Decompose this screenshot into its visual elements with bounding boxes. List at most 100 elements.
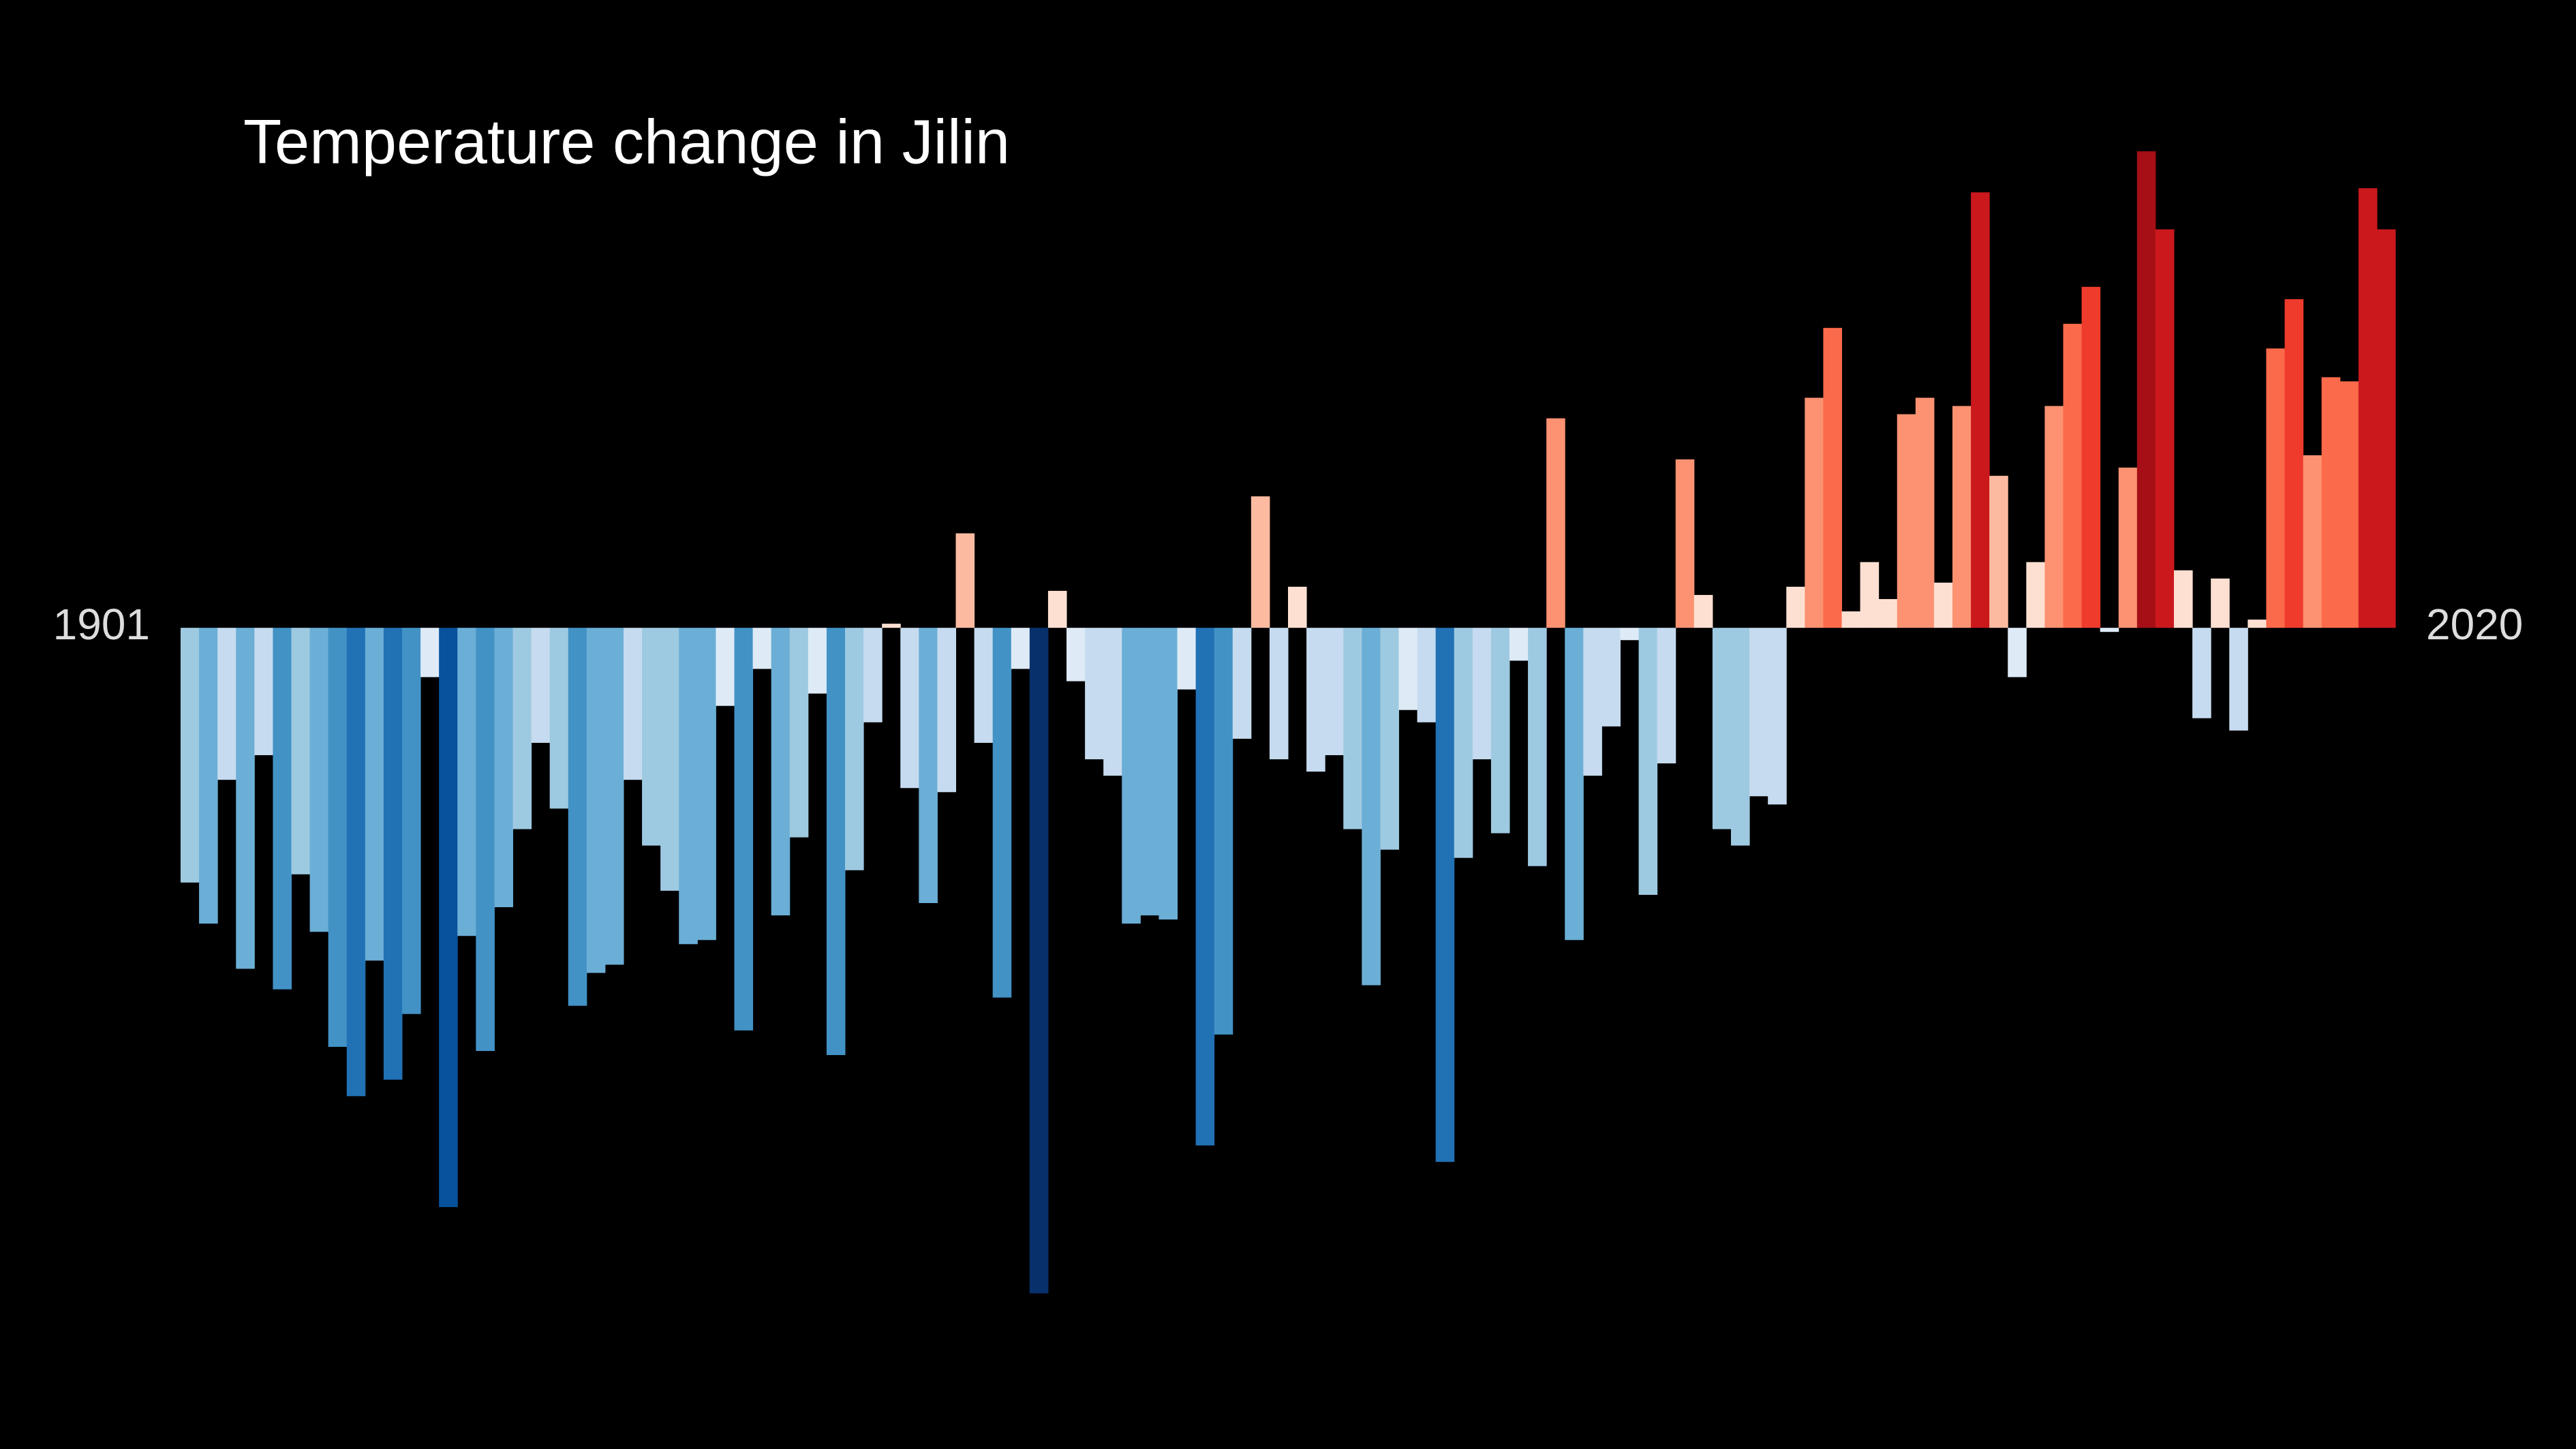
bar bbox=[1841, 611, 1861, 628]
bar bbox=[273, 628, 292, 990]
bar bbox=[1435, 628, 1455, 1162]
bar bbox=[383, 628, 403, 1080]
bar bbox=[1122, 628, 1141, 924]
bar bbox=[2321, 377, 2341, 628]
bar bbox=[2026, 562, 2045, 628]
bar bbox=[1675, 459, 1695, 628]
bar bbox=[716, 628, 735, 706]
x-tick-label: 2020 bbox=[2426, 600, 2523, 649]
bar bbox=[309, 628, 329, 932]
bar bbox=[2063, 324, 2083, 628]
bar bbox=[845, 628, 864, 870]
bar bbox=[1269, 628, 1289, 760]
bar bbox=[1251, 496, 1270, 628]
bar bbox=[1472, 628, 1492, 760]
bar bbox=[1380, 628, 1399, 850]
bar bbox=[2376, 229, 2396, 628]
bar bbox=[457, 628, 476, 936]
bar bbox=[1343, 628, 1362, 829]
bar bbox=[1011, 628, 1030, 669]
bar bbox=[1860, 562, 1880, 628]
bar bbox=[937, 628, 956, 793]
bar bbox=[512, 628, 532, 829]
bar bbox=[1693, 594, 1713, 628]
bar bbox=[919, 628, 938, 904]
bar bbox=[1528, 628, 1547, 866]
bar bbox=[1971, 192, 1990, 628]
bar bbox=[476, 628, 495, 1052]
bar bbox=[1933, 582, 1953, 628]
bar bbox=[1620, 628, 1640, 641]
bar bbox=[882, 624, 901, 628]
bar bbox=[1398, 628, 1418, 710]
bar bbox=[1823, 328, 1842, 628]
bar bbox=[2303, 455, 2322, 628]
bar bbox=[2136, 151, 2156, 628]
bar bbox=[199, 628, 218, 924]
bar bbox=[420, 628, 440, 677]
bar bbox=[1177, 628, 1197, 690]
bar bbox=[974, 628, 994, 743]
bar bbox=[624, 628, 643, 780]
bar bbox=[439, 628, 458, 1208]
x-tick-label: 1901 bbox=[53, 600, 150, 649]
bar bbox=[863, 628, 883, 722]
bar bbox=[808, 628, 827, 694]
bar bbox=[2008, 628, 2027, 677]
bar bbox=[1546, 418, 1565, 628]
bar bbox=[1638, 628, 1658, 895]
bar bbox=[568, 628, 587, 1006]
bar bbox=[494, 628, 513, 908]
bar bbox=[2211, 578, 2230, 628]
bar bbox=[1657, 628, 1676, 764]
bar bbox=[1805, 397, 1824, 628]
bar bbox=[2229, 628, 2248, 731]
bar bbox=[328, 628, 348, 1047]
bar bbox=[1103, 628, 1122, 776]
bar bbox=[1878, 598, 1898, 628]
bar bbox=[254, 628, 273, 756]
bar bbox=[2174, 570, 2193, 628]
bar bbox=[2340, 381, 2359, 628]
bar bbox=[1454, 628, 1473, 858]
bar bbox=[1768, 628, 1787, 805]
bar bbox=[955, 533, 975, 628]
bar bbox=[789, 628, 809, 838]
bar bbox=[1085, 628, 1104, 760]
bar bbox=[1731, 628, 1750, 846]
bar bbox=[1749, 628, 1768, 797]
bar bbox=[2358, 188, 2378, 628]
bar bbox=[642, 628, 661, 846]
bar bbox=[1047, 590, 1067, 628]
bar bbox=[1306, 628, 1325, 772]
bar bbox=[660, 628, 679, 891]
bar bbox=[771, 628, 791, 916]
bar bbox=[1214, 628, 1233, 1035]
bar bbox=[1565, 628, 1584, 941]
bar bbox=[604, 628, 624, 965]
bar bbox=[1915, 397, 1935, 628]
bar bbox=[900, 628, 919, 789]
bar bbox=[1952, 406, 1972, 628]
bar bbox=[734, 628, 754, 1031]
bar bbox=[752, 628, 772, 669]
bar bbox=[679, 628, 698, 945]
bar bbox=[1362, 628, 1381, 986]
bar bbox=[1325, 628, 1344, 756]
bar bbox=[1989, 476, 2008, 628]
bar bbox=[1288, 586, 1307, 628]
bar bbox=[365, 628, 384, 961]
bar bbox=[586, 628, 606, 973]
bar bbox=[2118, 468, 2138, 628]
bar bbox=[2266, 348, 2285, 628]
bar bbox=[1583, 628, 1602, 776]
bar bbox=[2248, 620, 2267, 628]
bar bbox=[1601, 628, 1621, 727]
bar bbox=[236, 628, 255, 969]
bar bbox=[2100, 628, 2119, 632]
bar bbox=[217, 628, 236, 780]
bar bbox=[402, 628, 421, 1014]
bar bbox=[291, 628, 311, 874]
bar bbox=[1029, 628, 1049, 1294]
